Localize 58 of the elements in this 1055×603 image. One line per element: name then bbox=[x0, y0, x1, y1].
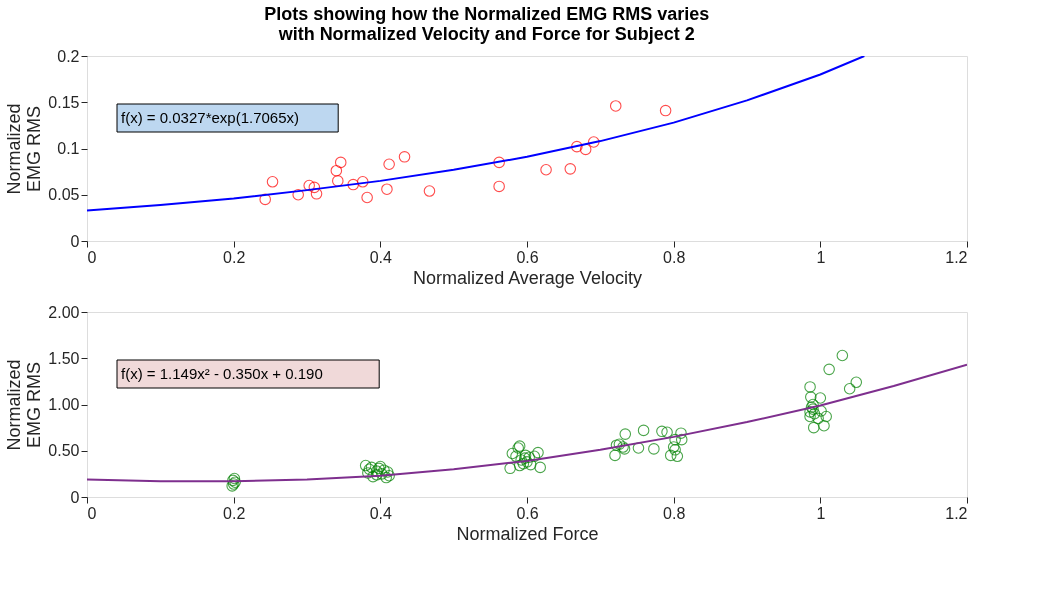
x-tick-label: 0 bbox=[87, 504, 97, 522]
point bbox=[381, 183, 393, 195]
x-tick-label: 0.4 bbox=[369, 504, 393, 522]
x-tick-label: 1 bbox=[816, 504, 826, 522]
y-tick-label: 0.50 bbox=[48, 442, 80, 460]
point bbox=[571, 140, 583, 153]
point bbox=[398, 151, 411, 163]
x-axis-title: Normalized Average Velocity bbox=[413, 267, 642, 288]
y-axis-title: Normalized EMG RMS bbox=[4, 359, 45, 451]
annotation: f(x) = 1.149x² - 0.350x + 0.190 bbox=[121, 365, 323, 382]
point bbox=[361, 191, 373, 204]
y-tick-label: 0 bbox=[70, 488, 80, 506]
point bbox=[292, 188, 304, 201]
y-tick-label: 0.1 bbox=[57, 140, 80, 157]
point bbox=[266, 176, 279, 188]
annotation: f(x) = 0.0327*exp(1.7065x) bbox=[121, 109, 300, 126]
line-series bbox=[87, 363, 967, 483]
y-tick-label: 0 bbox=[70, 232, 80, 250]
x-tick-label: 0.2 bbox=[223, 248, 246, 266]
point bbox=[356, 176, 369, 188]
x-tick-label: 0.6 bbox=[516, 504, 539, 522]
point bbox=[540, 163, 552, 176]
point bbox=[308, 181, 321, 194]
line-series bbox=[87, 56, 866, 212]
text: Plots showing how the Normalized EMG RMS varies bbox=[264, 3, 710, 24]
point bbox=[423, 185, 436, 197]
y-axis-title: Normalized EMG RMS bbox=[4, 103, 45, 195]
y-tick-label: 1.50 bbox=[48, 349, 80, 367]
x-tick-label: 0.4 bbox=[369, 248, 393, 266]
point bbox=[334, 156, 347, 169]
point bbox=[259, 193, 271, 206]
point bbox=[310, 188, 323, 200]
point bbox=[330, 164, 343, 177]
x-tick-label: 1 bbox=[816, 248, 826, 266]
point bbox=[332, 175, 344, 187]
point bbox=[493, 156, 505, 169]
point bbox=[659, 104, 672, 117]
point bbox=[587, 136, 600, 148]
x-tick-label: 0.8 bbox=[663, 504, 686, 522]
point bbox=[579, 143, 592, 156]
x-tick-label: 0.6 bbox=[516, 248, 539, 266]
point bbox=[493, 180, 505, 193]
y-tick-label: 0.05 bbox=[48, 186, 80, 204]
x-tick-label: 1.2 bbox=[945, 504, 968, 522]
y-tick-label: 0.15 bbox=[48, 93, 80, 111]
y-tick-label: 2.00 bbox=[48, 303, 80, 321]
text: with Normalized Velocity and Force for Subject 2 bbox=[278, 23, 695, 44]
x-tick-label: 1.2 bbox=[945, 248, 968, 266]
x-tick-label: 0 bbox=[87, 248, 97, 266]
x-tick-label: 0.2 bbox=[223, 504, 246, 522]
x-tick-label: 0.8 bbox=[663, 248, 686, 266]
point bbox=[564, 163, 577, 175]
x-axis-title: Normalized Force bbox=[456, 523, 599, 544]
point bbox=[609, 100, 622, 112]
y-tick-label: 1.00 bbox=[48, 396, 80, 413]
point bbox=[347, 178, 359, 191]
y-tick-label: 0.2 bbox=[57, 47, 80, 65]
point bbox=[383, 158, 395, 171]
